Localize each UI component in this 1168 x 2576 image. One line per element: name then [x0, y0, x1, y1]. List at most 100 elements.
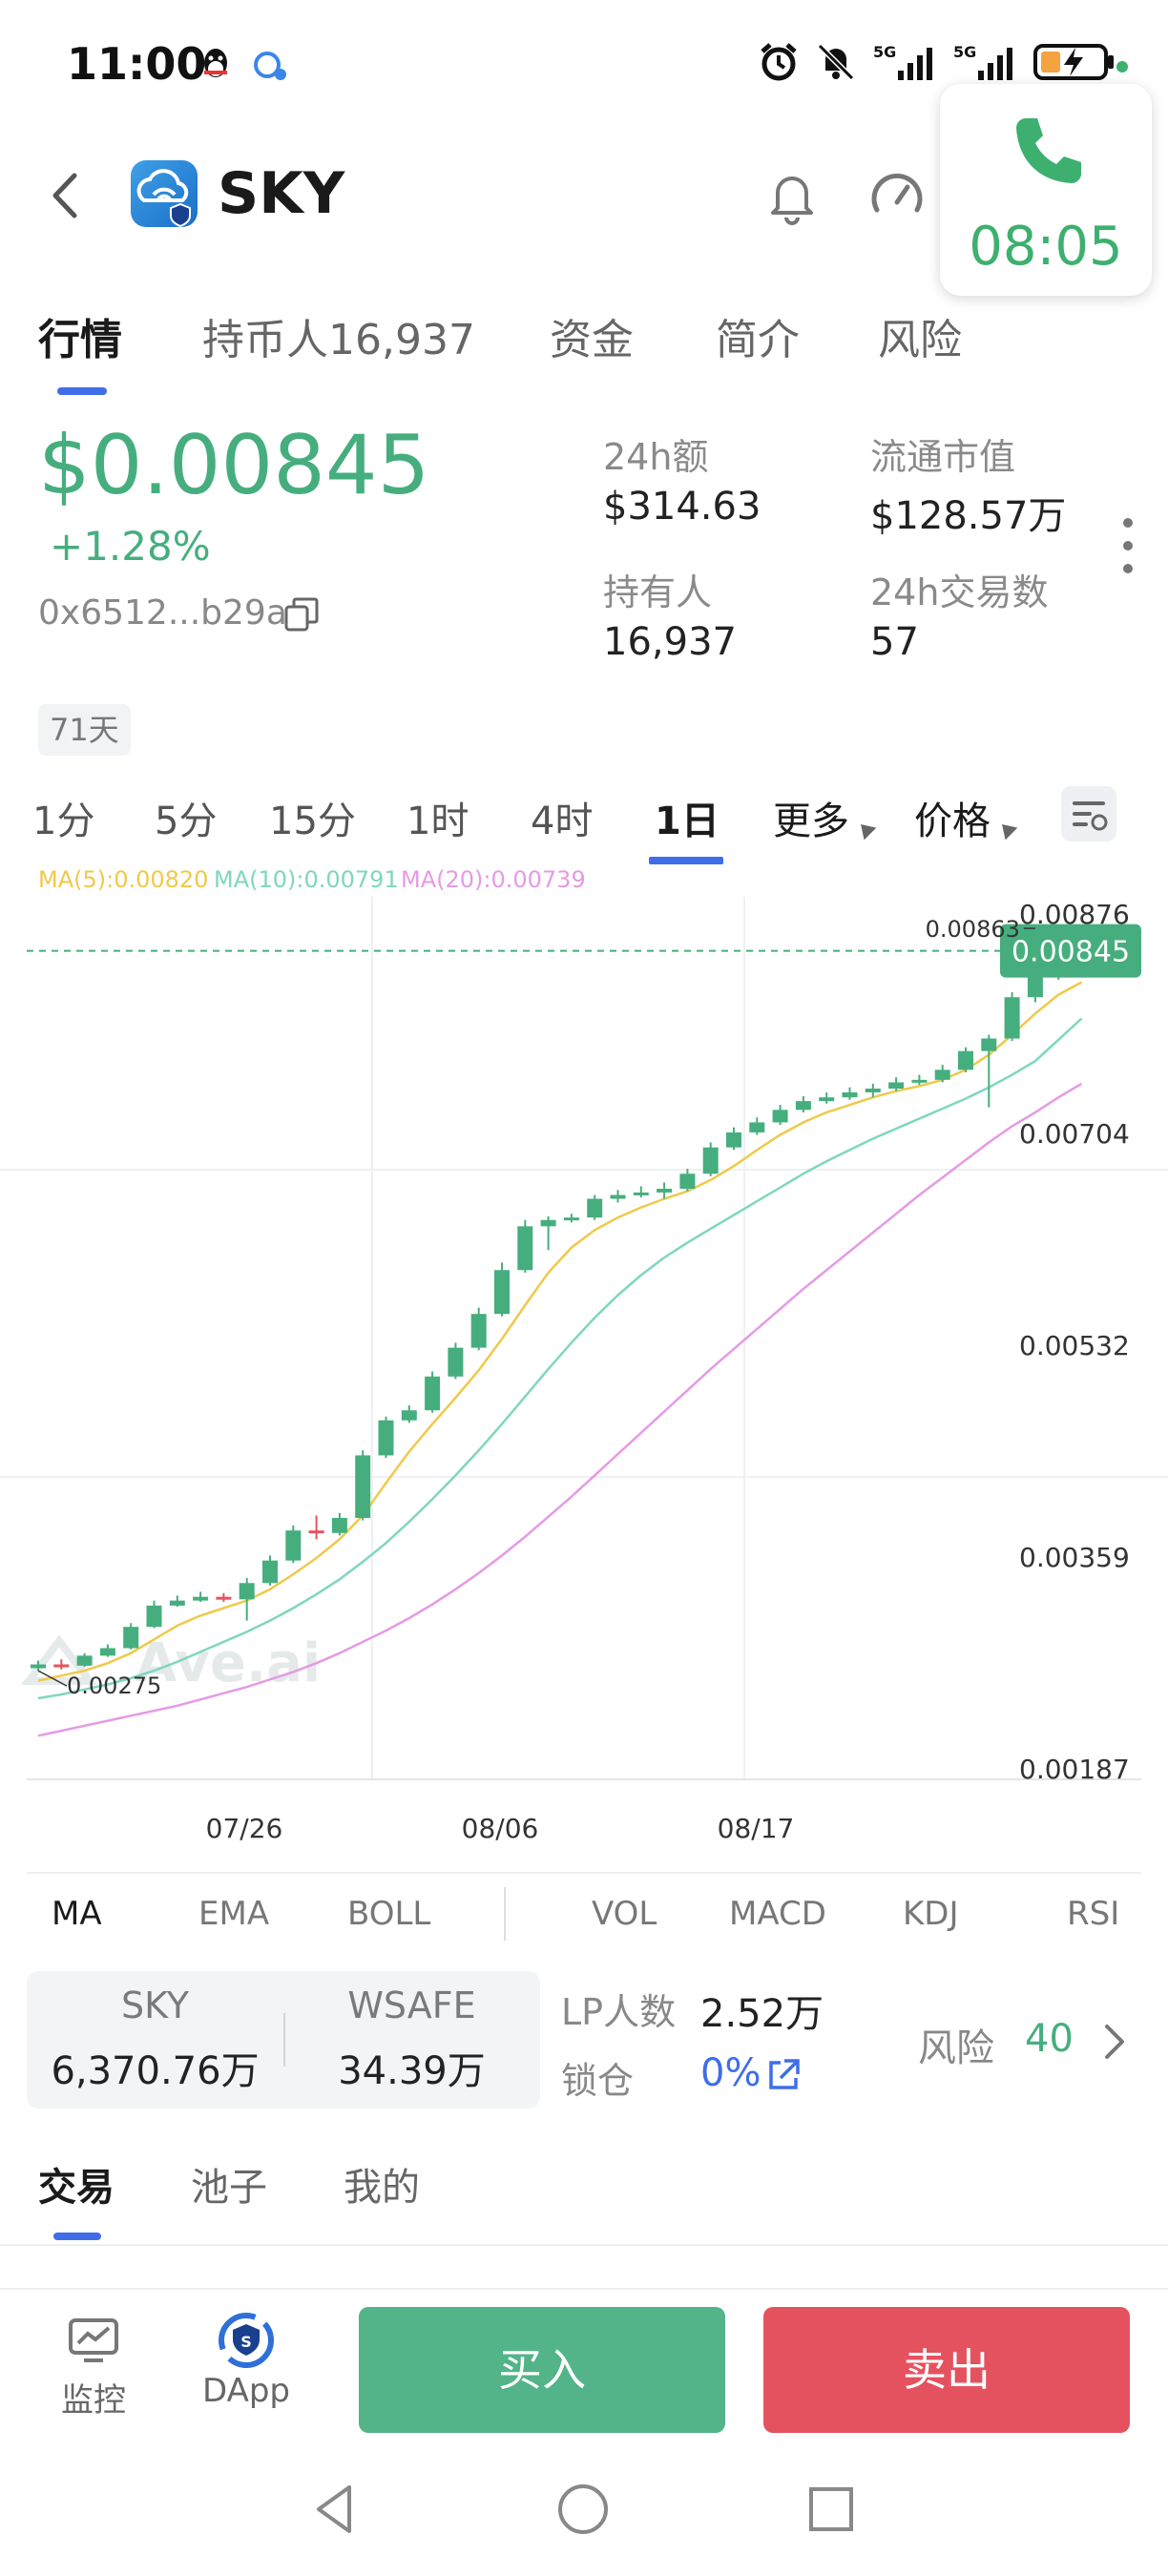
x-tick-label: 07/26 — [206, 1813, 283, 1841]
nav-recents-icon[interactable] — [798, 2476, 865, 2543]
interval-1d[interactable]: 1日 — [655, 800, 720, 843]
indicator-vol[interactable]: VOL — [592, 1895, 657, 1933]
candle — [911, 1074, 928, 1086]
indicator-ma[interactable]: MA — [52, 1895, 102, 1933]
section-tab-trades[interactable]: 交易 — [38, 2166, 115, 2210]
indicator-ema[interactable]: EMA — [198, 1895, 270, 1933]
call-duration: 08:05 — [969, 216, 1123, 278]
interval-5m[interactable]: 5分 — [155, 800, 218, 843]
interval-active-indicator — [649, 857, 723, 864]
candle — [308, 1515, 324, 1540]
candle — [31, 1660, 46, 1672]
back-button[interactable] — [38, 162, 95, 229]
lp-count-value: 2.52万 — [700, 1992, 824, 2036]
y-tick-label: 0.00532 — [1019, 1330, 1130, 1361]
section-active-indicator — [53, 2233, 101, 2240]
candle — [517, 1219, 533, 1273]
more-options-icon[interactable] — [1118, 515, 1137, 576]
low-price-label: 0.00275 — [67, 1672, 161, 1699]
svg-text:5G: 5G — [873, 43, 896, 61]
call-overlay[interactable]: 08:05 — [940, 84, 1152, 296]
buy-button[interactable]: 买入 — [359, 2307, 725, 2433]
monitor-button[interactable]: 监控 — [55, 2316, 132, 2421]
x-tick-label: 08/17 — [718, 1813, 795, 1841]
risk-label[interactable]: 风险 — [918, 2026, 994, 2070]
more-interval-dropdown[interactable]: 更多 — [773, 790, 877, 845]
tab-risk[interactable]: 风险 — [878, 316, 962, 364]
gauge-icon[interactable] — [864, 162, 930, 229]
indicator-boll[interactable]: BOLL — [347, 1895, 431, 1933]
signal-5g-icon-1: 5G — [873, 43, 932, 80]
chevron-right-icon[interactable] — [1097, 2021, 1132, 2063]
ma5-legend: MA(5):0.00820 — [38, 866, 209, 893]
candle — [981, 1034, 997, 1108]
candle — [888, 1077, 905, 1091]
holders-value: 16,937 — [603, 620, 737, 664]
current-price-line: 0.00845 — [27, 924, 1141, 978]
ma10-legend: MA(10):0.00791 — [214, 866, 399, 893]
caret-down-icon — [995, 818, 1018, 841]
candles — [31, 928, 1090, 1672]
section-tab-pools[interactable]: 池子 — [191, 2166, 267, 2210]
tab-holders[interactable]: 持币人16,937 — [202, 316, 475, 364]
dapp-button[interactable]: S DApp — [197, 2311, 296, 2421]
price-mode-dropdown[interactable]: 价格 — [914, 790, 1018, 845]
alarm-icon — [761, 43, 797, 81]
pool-token-a: SKY — [121, 1984, 189, 2026]
pool-amount-b: 34.39万 — [338, 2049, 486, 2093]
candle — [448, 1342, 464, 1380]
candle — [193, 1591, 209, 1602]
token-price: $0.00845 — [38, 418, 430, 513]
candle — [99, 1644, 115, 1657]
tab-market[interactable]: 行情 — [38, 316, 122, 364]
caret-down-icon — [854, 818, 877, 841]
chat-bubble-icon — [250, 50, 288, 84]
external-link-icon[interactable] — [765, 2057, 802, 2093]
dapp-icon: S — [219, 2313, 274, 2368]
volume-label: 24h额 — [603, 436, 709, 478]
price-chart[interactable]: Ave.ai 0.00845 0.008760.007040.005320.00… — [0, 887, 1168, 1841]
section-tab-mine[interactable]: 我的 — [344, 2166, 420, 2210]
interval-4h[interactable]: 4时 — [531, 800, 594, 843]
price-mode-label: 价格 — [914, 800, 991, 843]
candle — [146, 1600, 162, 1629]
lock-label: 锁仓 — [561, 2060, 635, 2102]
nav-home-icon[interactable] — [550, 2476, 616, 2543]
txs-label: 24h交易数 — [870, 571, 1049, 613]
token-age-badge: 71天 — [38, 704, 131, 756]
nav-back-icon[interactable] — [302, 2476, 368, 2543]
candle — [679, 1168, 696, 1192]
candle — [355, 1450, 371, 1521]
tab-funds[interactable]: 资金 — [550, 316, 634, 364]
mcap-label: 流通市值 — [870, 436, 1016, 478]
pool-divider — [283, 2013, 285, 2067]
token-logo — [131, 160, 198, 228]
indicator-rsi[interactable]: RSI — [1067, 1895, 1120, 1933]
current-price-tag-text: 0.00845 — [1012, 936, 1130, 969]
candle — [169, 1595, 185, 1608]
risk-score[interactable]: 40 — [1025, 2017, 1074, 2061]
indicator-kdj[interactable]: KDJ — [903, 1895, 959, 1933]
active-dot — [1116, 61, 1128, 73]
candle — [842, 1087, 858, 1100]
bell-icon[interactable] — [759, 162, 825, 229]
candle — [378, 1416, 394, 1459]
qq-icon — [198, 46, 233, 84]
candle — [772, 1105, 788, 1126]
lp-count-label: LP人数 — [561, 1991, 677, 2033]
sell-button[interactable]: 卖出 — [763, 2307, 1130, 2433]
tab-intro[interactable]: 简介 — [716, 316, 800, 364]
signal-5g-icon-2: 5G — [953, 43, 1012, 80]
interval-1h[interactable]: 1时 — [407, 800, 469, 843]
copy-icon[interactable] — [282, 595, 321, 634]
interval-1m[interactable]: 1分 — [32, 800, 95, 843]
lock-value[interactable]: 0% — [700, 2051, 761, 2095]
candle — [702, 1142, 719, 1176]
chart-settings-icon[interactable] — [1061, 786, 1116, 841]
indicator-macd[interactable]: MACD — [729, 1895, 826, 1933]
ma20-line — [37, 1082, 1083, 1737]
mute-icon — [817, 43, 855, 81]
status-icons: 5G 5G — [759, 42, 1116, 82]
interval-15m[interactable]: 15分 — [269, 800, 356, 843]
candle — [540, 1215, 556, 1251]
